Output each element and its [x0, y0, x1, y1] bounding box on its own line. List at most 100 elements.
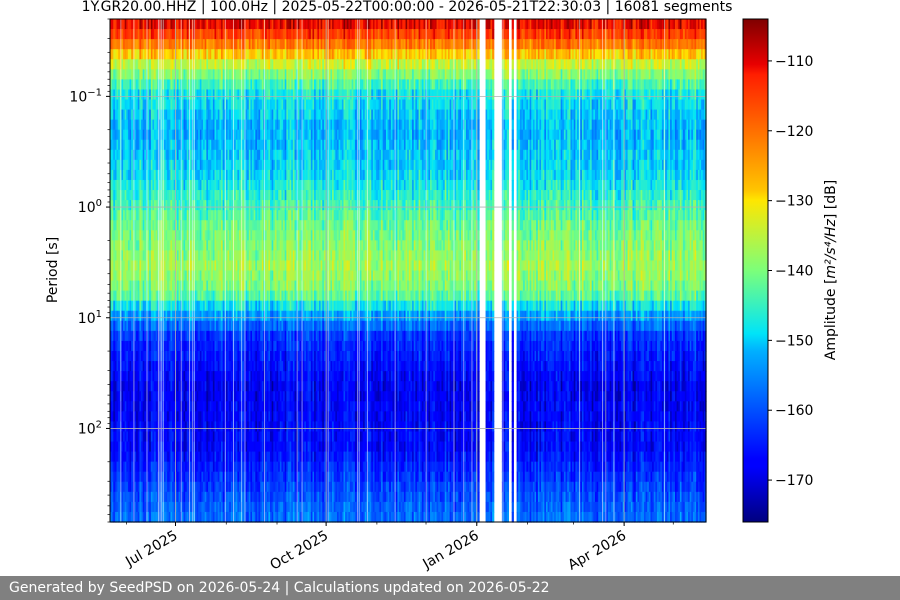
heatmap-cell [116, 200, 119, 211]
heatmap-cell [116, 220, 119, 231]
heatmap-cell [126, 361, 129, 372]
heatmap-cell [114, 19, 118, 30]
heatmap-cell [111, 19, 114, 30]
heatmap-cell [129, 381, 132, 392]
heatmap-cell [116, 129, 119, 141]
heatmap-cell [127, 39, 131, 50]
heatmap-cell [113, 69, 116, 80]
heatmap-cell [111, 280, 114, 292]
heatmap-cell [111, 461, 114, 473]
heatmap-cell [114, 240, 118, 251]
heatmap-cell [118, 491, 121, 503]
heatmap-cell [110, 49, 113, 60]
heatmap-cell [126, 471, 129, 483]
heatmap-cell [121, 461, 124, 473]
heatmap-cell [114, 391, 118, 402]
heatmap-cell [129, 19, 132, 30]
heatmap-cell [114, 79, 118, 91]
heatmap-cell [126, 260, 129, 272]
heatmap-cell [116, 451, 119, 463]
heatmap-cell [111, 69, 114, 80]
heatmap-cell [124, 330, 127, 342]
heatmap-cell [110, 431, 113, 443]
heatmap-cell [116, 421, 119, 433]
heatmap-cell [118, 79, 121, 91]
heatmap-cell [127, 179, 131, 191]
heatmap-cell [113, 159, 116, 171]
heatmap-cell [121, 270, 124, 282]
heatmap-cell [129, 109, 132, 121]
heatmap-cell [111, 391, 114, 402]
heatmap-cell [121, 230, 124, 241]
heatmap-cell [113, 210, 116, 221]
heatmap-cell [121, 190, 124, 201]
heatmap-cell [113, 240, 116, 251]
heatmap-cell [116, 109, 119, 121]
heatmap-column [111, 19, 114, 523]
heatmap-cell [124, 461, 127, 473]
heatmap-column [119, 19, 123, 523]
heatmap-column [126, 19, 129, 523]
heatmap-cell [113, 179, 116, 191]
heatmap-cell [116, 149, 119, 161]
heatmap-cell [121, 159, 124, 171]
heatmap-cell [121, 29, 124, 40]
heatmap-cell [121, 491, 124, 503]
heatmap-cell [129, 300, 132, 312]
heatmap-cell [110, 79, 113, 91]
heatmap-cell [123, 129, 126, 141]
heatmap-cell [126, 119, 129, 131]
heatmap-cell [113, 501, 116, 513]
heatmap-cell [127, 350, 131, 362]
heatmap-cell [127, 119, 131, 131]
heatmap-cell [116, 240, 119, 251]
heatmap-cell [113, 350, 116, 362]
heatmap-cell [127, 441, 131, 453]
heatmap-cell [118, 421, 121, 433]
heatmap-cell [126, 250, 129, 262]
heatmap-cell [111, 179, 114, 191]
heatmap-cell [116, 431, 119, 443]
heatmap-cell [118, 290, 121, 302]
heatmap-cell [116, 290, 119, 302]
heatmap-cell [110, 119, 113, 131]
heatmap-cell [124, 350, 127, 362]
heatmap-cell [127, 401, 131, 412]
heatmap-cell [111, 330, 114, 342]
heatmap-cell [111, 129, 114, 141]
heatmap-cell [123, 220, 126, 231]
heatmap-cell [124, 300, 127, 312]
segment-gap-line [192, 19, 194, 522]
heatmap-cell [114, 300, 118, 312]
heatmap-cell [114, 159, 118, 171]
heatmap-cell [116, 300, 119, 312]
heatmap-cell [113, 411, 116, 422]
heatmap-cell [116, 210, 119, 221]
segment-gap-line [224, 19, 226, 522]
segment-gap-line [244, 19, 246, 522]
heatmap-cell [131, 129, 134, 141]
heatmap-cell [127, 280, 131, 292]
heatmap-cell [110, 69, 113, 80]
heatmap-cell [121, 220, 124, 231]
heatmap-cell [113, 39, 116, 50]
heatmap-cell [124, 69, 127, 80]
heatmap-cell [118, 29, 121, 40]
heatmap-cell [110, 29, 113, 40]
heatmap-cell [113, 260, 116, 272]
heatmap-cell [110, 280, 113, 292]
heatmap-cell [121, 149, 124, 161]
heatmap-cell [114, 471, 118, 483]
heatmap-cell [127, 190, 131, 201]
heatmap-cell [113, 371, 116, 382]
heatmap-cell [111, 300, 114, 312]
heatmap-cell [126, 280, 129, 292]
heatmap-cell [123, 179, 126, 191]
heatmap-cell [131, 39, 134, 50]
heatmap-cell [123, 340, 126, 352]
heatmap-cell [123, 119, 126, 131]
heatmap-cell [124, 491, 127, 503]
heatmap-cell [113, 139, 116, 151]
heatmap-cell [126, 109, 129, 121]
heatmap-cell [127, 49, 131, 60]
